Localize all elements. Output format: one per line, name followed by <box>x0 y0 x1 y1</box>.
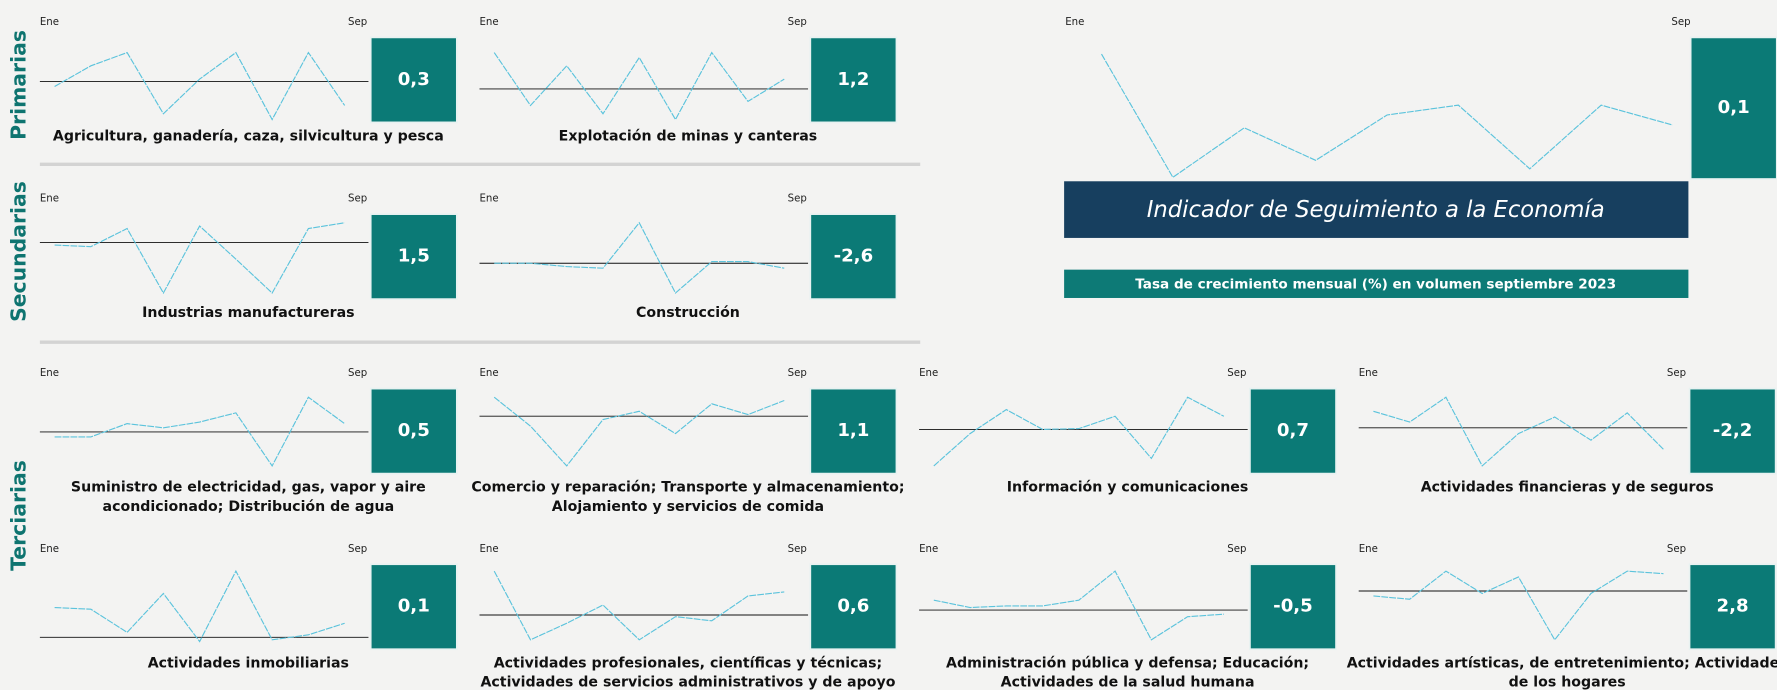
value-box <box>1688 387 1777 475</box>
value-label: 0,1 <box>398 596 430 617</box>
sparkline <box>1373 570 1664 641</box>
chart-title: Administración pública y defensa; Educac… <box>946 655 1309 671</box>
chart-title: Alojamiento y servicios de comida <box>552 499 824 515</box>
sparkline <box>493 570 785 641</box>
sparkline <box>494 221 785 294</box>
x-tick-label: Ene <box>479 544 498 555</box>
chart-title: de los hogares <box>1509 675 1626 690</box>
x-tick-label: Ene <box>919 544 938 555</box>
value-box <box>809 213 898 300</box>
main-title: Indicador de Seguimiento a la Economía <box>1147 197 1605 223</box>
x-tick-label: Sep <box>1667 368 1686 379</box>
x-tick-label: Ene <box>479 368 498 379</box>
chart-title: Suministro de electricidad, gas, vapor y… <box>71 480 426 496</box>
x-tick-label: Ene <box>479 17 498 28</box>
x-tick-label: Sep <box>788 368 807 379</box>
sparkline <box>1373 396 1664 467</box>
chart-title: Construcción <box>636 305 740 321</box>
chart-title: Actividades inmobiliarias <box>148 655 349 671</box>
sparkline <box>54 222 345 295</box>
sparkline <box>493 396 785 467</box>
group-label: Primarias <box>6 30 30 140</box>
value-label: 0,7 <box>1277 420 1309 441</box>
x-tick-label: Ene <box>919 368 938 379</box>
group-label: Terciarias <box>6 460 30 571</box>
value-label: 1,1 <box>837 420 869 441</box>
chart-title: Comercio y reparación; Transporte y alma… <box>471 480 904 496</box>
chart-title: Explotación de minas y canteras <box>559 128 818 144</box>
x-tick-label: Sep <box>348 194 367 205</box>
value-label: -2,2 <box>1713 420 1753 441</box>
chart-title: Actividades de servicios administrativos… <box>480 675 895 690</box>
value-label: 0,6 <box>837 596 869 617</box>
x-tick-label: Ene <box>40 17 59 28</box>
group-label: Secundarias <box>6 181 30 322</box>
chart-title: Información y comunicaciones <box>1007 480 1249 496</box>
x-tick-label: Sep <box>788 544 807 555</box>
chart-title: Agricultura, ganadería, caza, silvicultu… <box>53 128 444 144</box>
chart-title: Actividades profesionales, científicas y… <box>494 655 882 671</box>
sparkline <box>1101 53 1673 179</box>
value-box <box>1249 563 1337 651</box>
value-box <box>1689 36 1777 180</box>
value-box <box>1249 387 1337 475</box>
sparkline <box>933 570 1224 641</box>
x-tick-label: Sep <box>1227 368 1246 379</box>
x-tick-label: Ene <box>40 194 59 205</box>
sparkline <box>54 51 346 121</box>
value-box <box>369 387 458 475</box>
x-tick-label: Sep <box>348 368 367 379</box>
x-tick-label: Sep <box>1667 544 1686 555</box>
x-tick-label: Sep <box>1227 544 1246 555</box>
x-tick-label: Sep <box>348 544 367 555</box>
value-box <box>369 36 458 124</box>
value-label: 0,1 <box>1718 97 1750 118</box>
chart-title: Actividades de la salud humana <box>1001 675 1255 690</box>
x-tick-label: Sep <box>1671 17 1690 28</box>
x-tick-label: Ene <box>1065 17 1084 28</box>
value-label: -2,6 <box>834 246 874 267</box>
x-tick-label: Ene <box>40 544 59 555</box>
sparkline <box>54 569 345 643</box>
x-tick-label: Sep <box>788 194 807 205</box>
x-tick-label: Ene <box>1359 544 1378 555</box>
chart-title: Actividades financieras y de seguros <box>1421 480 1714 496</box>
value-box <box>369 563 458 651</box>
x-tick-label: Ene <box>40 368 59 379</box>
value-box <box>369 213 458 300</box>
x-tick-label: Ene <box>1359 368 1378 379</box>
value-box <box>809 36 898 124</box>
chart-title: acondicionado; Distribución de agua <box>103 499 395 515</box>
x-tick-label: Ene <box>479 194 498 205</box>
x-tick-label: Sep <box>788 17 807 28</box>
banner <box>1064 181 1689 238</box>
value-label: 2,8 <box>1717 596 1749 617</box>
value-box <box>809 387 898 475</box>
chart-title: Actividades artísticas, de entretenimien… <box>1347 655 1777 671</box>
value-label: 1,5 <box>398 246 430 267</box>
subtitle: Tasa de crecimiento mensual (%) en volum… <box>1135 276 1616 292</box>
value-label: 1,2 <box>837 69 869 90</box>
sparkline <box>54 396 345 467</box>
value-label: 0,3 <box>398 69 430 90</box>
value-label: 0,5 <box>398 420 430 441</box>
value-box <box>809 563 898 651</box>
x-tick-label: Sep <box>348 17 367 28</box>
chart-title: Industrias manufactureras <box>142 305 354 321</box>
sparkline <box>933 396 1225 467</box>
value-label: -0,5 <box>1273 596 1313 617</box>
sparkline <box>493 51 785 121</box>
subtitle-bar <box>1064 269 1689 298</box>
value-box <box>1688 563 1777 651</box>
